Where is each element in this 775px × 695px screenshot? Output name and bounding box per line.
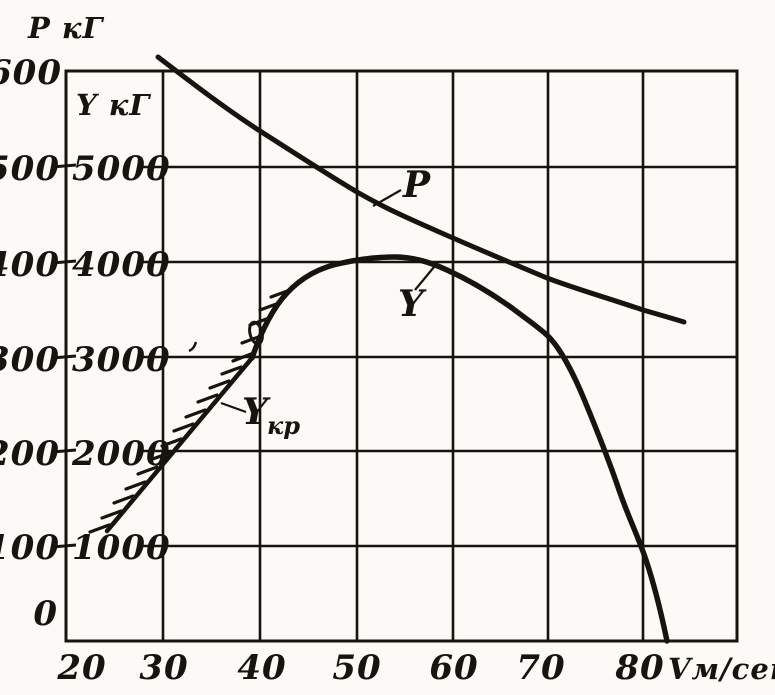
- p-axis-unit-label: Р кГ: [27, 11, 105, 45]
- x-axis-unit-label: Vм/сек: [668, 652, 775, 686]
- p-scale-tick-labels: 600 500 400 300 200 100 0: [0, 53, 62, 634]
- curve-label-Ykr-base: Y: [242, 391, 271, 433]
- ykr-hatch-marks: [88, 288, 292, 534]
- x-tick-label-70: 70: [516, 648, 565, 688]
- p-tick-label-500: 500: [0, 149, 60, 189]
- scan-speck-artifact: [188, 341, 198, 353]
- p-tick-label-0: 0: [33, 594, 58, 634]
- y-tick-label-2000: 2000: [71, 434, 171, 474]
- p-label-leader: [372, 189, 402, 207]
- tick-300: [51, 354, 77, 360]
- thrust-curve-P: [155, 54, 687, 325]
- tick-100: [51, 543, 77, 549]
- p-tick-label-400: 400: [0, 245, 60, 285]
- x-tick-label-20: 20: [56, 648, 106, 688]
- p-tick-label-600: 600: [0, 53, 62, 93]
- curve-label-Y: Y: [398, 283, 427, 325]
- p-tick-label-100: 100: [0, 528, 60, 568]
- critical-lift-line-Ykr: [104, 355, 255, 534]
- curve-label-Ykr-subscript: кр: [267, 411, 300, 440]
- tick-200: [51, 448, 77, 454]
- y-tick-label-5000: 5000: [72, 149, 171, 189]
- y-axis-unit-label: Y кГ: [76, 88, 151, 122]
- x-tick-label-50: 50: [332, 648, 381, 688]
- x-tick-label-30: 30: [139, 648, 188, 688]
- tick-400: [51, 259, 77, 265]
- p-tick-label-300: 300: [0, 340, 60, 380]
- p-tick-label-200: 200: [0, 434, 60, 474]
- curve-label-Ykr: Y кр: [242, 391, 300, 440]
- lift-curve-Y: [249, 254, 670, 644]
- y-label-leader: [414, 266, 435, 291]
- hatch-loop-artifact: [248, 320, 264, 346]
- tick-500: [51, 163, 77, 169]
- y-tick-label-4000: 4000: [72, 245, 171, 285]
- left-axis-ticks: [51, 163, 77, 549]
- x-axis-tick-labels: 20 30 40 50 60 70 80: [56, 648, 664, 688]
- curve-label-P: P: [402, 164, 431, 206]
- y-scale-tick-labels: 5000 4000 3000 2000 1000: [71, 149, 171, 568]
- ykr-label-leader: [220, 401, 247, 414]
- y-tick-label-3000: 3000: [72, 340, 171, 380]
- y-tick-label-1000: 1000: [72, 528, 171, 568]
- x-tick-label-80: 80: [614, 648, 664, 688]
- x-tick-label-40: 40: [237, 648, 286, 688]
- horizontal-gridlines: [140, 165, 737, 548]
- x-tick-label-60: 60: [429, 648, 478, 688]
